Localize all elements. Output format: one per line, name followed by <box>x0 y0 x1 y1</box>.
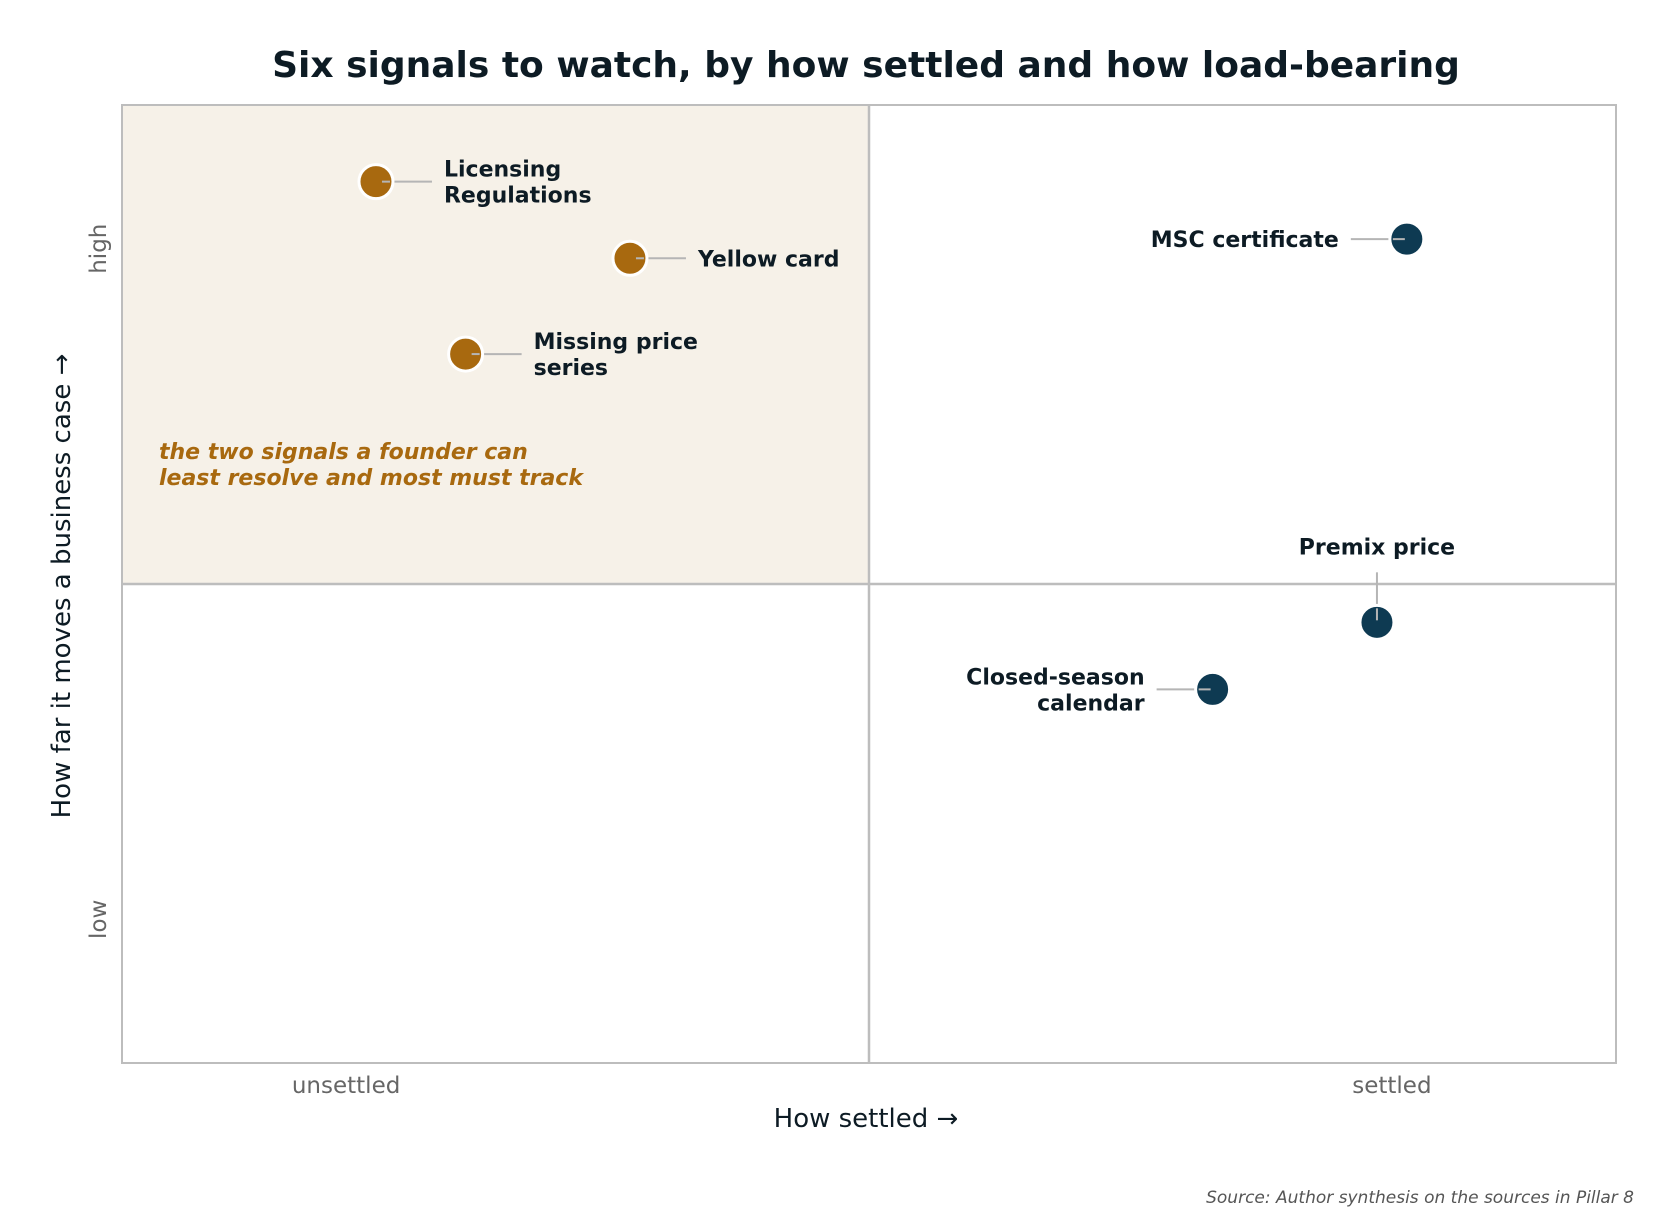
point-label: MSC certificate <box>1151 228 1339 253</box>
chart-title: Six signals to watch, by how settled and… <box>272 45 1460 86</box>
y-axis-label: How far it moves a business case → <box>47 354 77 819</box>
point-label: Premix price <box>1299 535 1455 560</box>
y-tick-label: high <box>86 224 112 274</box>
point-label: Licensing <box>444 158 561 183</box>
x-axis-label: How settled → <box>774 1104 959 1134</box>
x-tick-label: unsettled <box>292 1073 400 1099</box>
source-note: Source: Author synthesis on the sources … <box>1206 1188 1634 1208</box>
point-label: Yellow card <box>697 247 840 272</box>
point-label: calendar <box>1037 691 1145 716</box>
annotation-line: least resolve and most must track <box>159 466 584 491</box>
data-point-marker <box>357 163 395 201</box>
point-label: Closed-season <box>966 665 1144 690</box>
data-point-group: Premix price <box>1299 535 1455 641</box>
data-point-marker <box>611 239 649 277</box>
x-ticks: unsettled settled <box>292 1073 1432 1099</box>
data-point-marker <box>1194 670 1232 708</box>
data-point-marker <box>1388 220 1426 258</box>
y-tick-label: low <box>86 900 112 939</box>
highlight-quadrant <box>122 105 869 584</box>
y-ticks: high low <box>86 224 112 939</box>
annotation-line: the two signals a founder can <box>159 440 528 465</box>
data-point-marker <box>1358 603 1396 641</box>
x-tick-label: settled <box>1352 1073 1431 1099</box>
data-point-group: MSC certificate <box>1151 220 1426 258</box>
plot-frame <box>121 104 1617 1064</box>
point-label: Regulations <box>444 184 592 209</box>
point-label: Missing price <box>534 330 698 355</box>
data-point-marker <box>447 335 485 373</box>
point-label: series <box>534 356 608 381</box>
data-point-group: Yellow card <box>611 239 840 277</box>
